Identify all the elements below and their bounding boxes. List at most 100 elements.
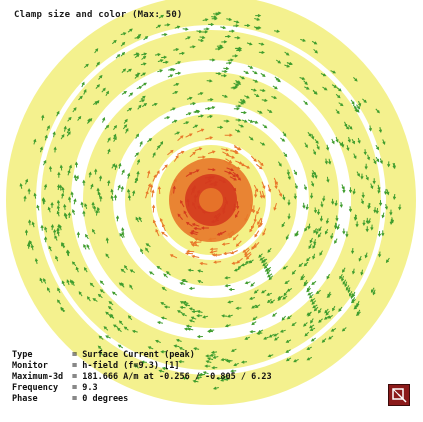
current-arrow [233, 268, 240, 272]
current-arrow [250, 282, 256, 287]
current-arrow [189, 45, 196, 49]
current-arrow [75, 266, 79, 273]
current-arrow [312, 304, 318, 309]
current-arrow [59, 164, 63, 171]
current-arrow [140, 95, 146, 100]
current-arrow [358, 255, 362, 262]
current-arrow [99, 280, 105, 286]
current-arrow [134, 177, 138, 183]
current-arrow [135, 133, 140, 139]
current-arrow [241, 119, 248, 123]
current-arrow [104, 124, 110, 130]
current-arrow [140, 62, 147, 66]
current-arrow [192, 201, 197, 210]
current-arrow [126, 107, 133, 112]
current-arrow [221, 69, 228, 74]
current-arrow [235, 118, 242, 122]
current-arrow [185, 324, 192, 328]
current-arrow [294, 183, 298, 190]
current-arrow [318, 308, 322, 314]
current-arrow [235, 160, 243, 165]
current-arrow [162, 60, 169, 64]
current-arrow [341, 327, 347, 332]
current-arrow [273, 332, 279, 337]
current-arrow [96, 187, 100, 194]
current-arrow [147, 346, 154, 350]
current-arrow [157, 59, 164, 63]
current-arrow [25, 178, 29, 185]
current-arrow [309, 298, 316, 302]
current-arrow [330, 198, 335, 205]
current-arrow [163, 305, 171, 309]
current-arrow [300, 275, 306, 281]
current-arrow [311, 172, 315, 179]
current-arrow [161, 366, 168, 371]
current-arrow [231, 150, 239, 154]
current-arrow [272, 312, 278, 317]
current-arrow [210, 181, 219, 185]
current-arrow [258, 42, 265, 46]
current-arrow [392, 162, 396, 169]
current-arrow [326, 176, 330, 183]
current-arrow [312, 89, 317, 95]
current-arrow [224, 284, 231, 288]
current-arrow [212, 355, 219, 359]
current-arrow [224, 197, 229, 205]
legend-row-maximum: Maximum-3d = 181.666 A/m at -0.256 / -0.… [12, 372, 272, 383]
current-arrow [266, 269, 271, 275]
current-arrow [66, 131, 71, 137]
current-arrow [105, 237, 109, 244]
current-arrow [309, 324, 315, 329]
current-arrow [209, 250, 218, 254]
current-arrow [227, 300, 234, 304]
current-arrow [120, 185, 124, 192]
current-arrow [151, 189, 155, 198]
current-arrow [208, 22, 215, 27]
current-arrow [268, 275, 274, 281]
current-arrow [326, 293, 332, 298]
current-arrow [336, 224, 340, 230]
current-arrow [197, 205, 204, 212]
current-arrow [378, 251, 382, 258]
current-arrow [196, 334, 203, 339]
current-arrow [134, 364, 139, 369]
current-arrow [209, 183, 218, 187]
current-arrow [258, 220, 263, 228]
current-arrow [210, 219, 219, 224]
current-arrow [121, 91, 128, 95]
current-arrow [326, 273, 330, 280]
current-arrow [124, 264, 128, 271]
current-arrow [227, 230, 234, 236]
current-arrow [248, 136, 254, 141]
current-arrow [313, 207, 318, 214]
current-arrow [189, 231, 198, 235]
current-arrow [40, 224, 44, 231]
current-arrow [226, 17, 233, 21]
current-arrow [307, 223, 311, 230]
current-arrow [375, 208, 379, 215]
current-arrow [175, 61, 182, 65]
axes-orientation-icon[interactable] [388, 384, 410, 406]
current-arrow [156, 266, 162, 270]
current-arrow [314, 172, 318, 179]
current-arrow [202, 371, 209, 375]
current-arrow [234, 36, 241, 40]
current-arrow [398, 204, 402, 211]
current-arrow [178, 347, 185, 351]
current-arrow [221, 242, 230, 246]
current-arrow [211, 366, 218, 370]
current-arrow [335, 136, 339, 143]
current-arrow [189, 151, 196, 158]
current-arrow [221, 40, 228, 44]
current-arrow [139, 140, 143, 147]
current-arrow [163, 273, 168, 278]
current-arrow [252, 120, 259, 124]
current-arrow [282, 265, 288, 270]
current-arrow [250, 155, 257, 162]
current-arrow [154, 53, 161, 57]
current-arrow [19, 182, 23, 189]
current-arrow [390, 217, 394, 224]
current-arrow [260, 72, 266, 78]
current-arrow [342, 267, 346, 273]
